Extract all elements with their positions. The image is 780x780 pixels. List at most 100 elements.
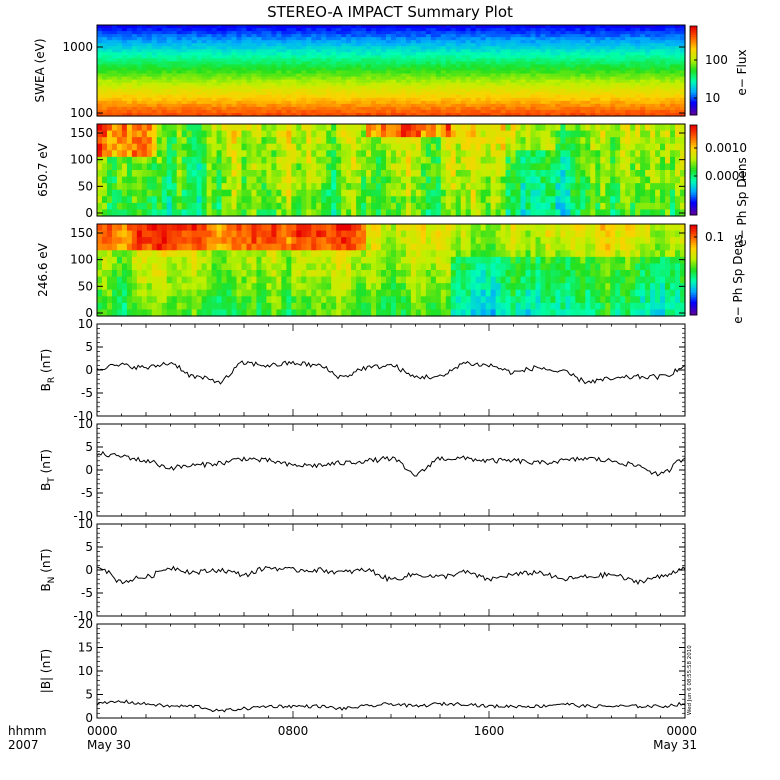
spectrogram-cell: [565, 61, 571, 66]
spectrogram-cell: [480, 64, 487, 69]
spectrogram-cell: [191, 49, 198, 53]
spectrogram-cell: [590, 73, 596, 78]
spectrogram-cell: [321, 124, 327, 132]
spectrogram-cell: [131, 137, 138, 145]
spectrogram-cell: [221, 124, 228, 132]
spectrogram-cell: [425, 103, 432, 108]
spectrogram-cell: [455, 61, 462, 66]
spectrogram-cell: [595, 106, 601, 111]
spectrogram-cell: [276, 91, 282, 96]
spectrogram-cell: [221, 28, 228, 32]
spectrogram-cell: [206, 34, 213, 38]
spectrogram-cell: [580, 100, 586, 105]
spectrogram-cell: [261, 82, 268, 87]
spectrogram-cell: [615, 112, 621, 117]
spectrogram-cell: [420, 58, 427, 62]
spectrogram-cell: [386, 103, 392, 108]
spectrogram-cell: [351, 176, 357, 184]
spectrogram-cell: [560, 183, 566, 191]
spectrogram-cell: [395, 143, 402, 151]
spectrogram-cell: [510, 170, 517, 178]
spectrogram-cell: [201, 183, 208, 191]
spectrogram-cell: [655, 73, 661, 78]
spectrogram-cell: [321, 183, 327, 191]
spectrogram-cell: [196, 55, 203, 59]
spectrogram-cell: [540, 124, 547, 132]
spectrogram-cell: [221, 94, 228, 99]
spectrogram-cell: [620, 49, 626, 53]
spectrogram-cell: [151, 73, 158, 78]
spectrogram-cell: [655, 85, 661, 90]
spectrogram-cell: [595, 76, 601, 81]
spectrogram-cell: [121, 67, 128, 72]
spectrogram-cell: [545, 106, 552, 111]
spectrogram-cell: [271, 64, 277, 69]
spectrogram-cell: [126, 189, 133, 197]
spectrogram-cell: [400, 130, 407, 138]
spectrogram-cell: [440, 143, 447, 151]
spectrogram-cell: [500, 58, 507, 62]
spectrogram-cell: [326, 202, 332, 211]
spectrogram-cell: [271, 124, 277, 132]
spectrogram-cell: [630, 28, 636, 32]
spectrogram-cell: [366, 163, 372, 171]
spectrogram-cell: [585, 46, 591, 50]
spectrogram-cell: [410, 209, 417, 217]
spectrogram-cell: [201, 52, 208, 56]
spectrogram-cell: [111, 150, 118, 158]
spectrogram-cell: [146, 73, 153, 78]
spectrogram-cell: [191, 170, 198, 178]
spectrogram-cell: [635, 73, 641, 78]
spectrogram-cell: [291, 196, 297, 204]
spectrogram-cell: [216, 100, 223, 105]
spectrogram-cell: [286, 170, 292, 178]
spectrogram-cell: [655, 25, 661, 29]
spectrogram-cell: [131, 55, 138, 59]
spectrogram-cell: [450, 49, 457, 53]
spectrogram-cell: [545, 64, 552, 69]
spectrogram-cell: [435, 156, 442, 165]
spectrogram-cell: [116, 64, 123, 69]
spectrogram-cell: [655, 64, 661, 69]
spectrogram-cell: [605, 82, 611, 87]
spectrogram-cell: [440, 28, 447, 32]
colorbar-step: [690, 77, 697, 80]
spectrogram-cell: [660, 103, 666, 108]
spectrogram-cell: [346, 137, 352, 145]
spectrogram-cell: [435, 196, 442, 204]
spectrogram-cell: [465, 176, 472, 184]
spectrogram-cell: [655, 76, 661, 81]
spectrogram-cell: [680, 79, 686, 84]
spectrogram-cell: [381, 170, 387, 178]
spectrogram-cell: [510, 91, 517, 96]
spectrogram-cell: [595, 64, 601, 69]
spectrogram-cell: [480, 106, 487, 111]
spectrogram-cell: [311, 67, 317, 72]
spectrogram-cell: [136, 82, 143, 87]
spectrogram-cell: [386, 189, 392, 197]
spectrogram-cell: [226, 61, 233, 66]
spectrogram-cell: [535, 34, 542, 38]
spectrogram-cell: [470, 130, 477, 138]
spectrogram-cell: [670, 82, 676, 87]
spectrogram-cell: [121, 43, 128, 47]
spectrogram-cell: [555, 209, 562, 217]
spectrogram-cell: [336, 97, 342, 102]
spectrogram-cell: [301, 58, 307, 62]
spectrogram-cell: [101, 103, 108, 108]
spectrogram-cell: [580, 106, 586, 111]
spectrogram-cell: [550, 124, 557, 132]
spectrogram-cell: [231, 25, 238, 29]
spectrogram-cell: [455, 76, 462, 81]
spectrogram-cell: [575, 67, 581, 72]
spectrogram-cell: [376, 176, 382, 184]
spectrogram-cell: [515, 49, 522, 53]
spectrogram-cell: [585, 209, 591, 217]
spectrogram-cell: [121, 124, 128, 132]
spectrogram-cell: [665, 43, 671, 47]
spectrogram-cell: [336, 82, 342, 87]
spectrogram-cell: [276, 170, 282, 178]
spectrogram-cell: [356, 64, 362, 69]
spectrogram-cell: [470, 46, 477, 50]
